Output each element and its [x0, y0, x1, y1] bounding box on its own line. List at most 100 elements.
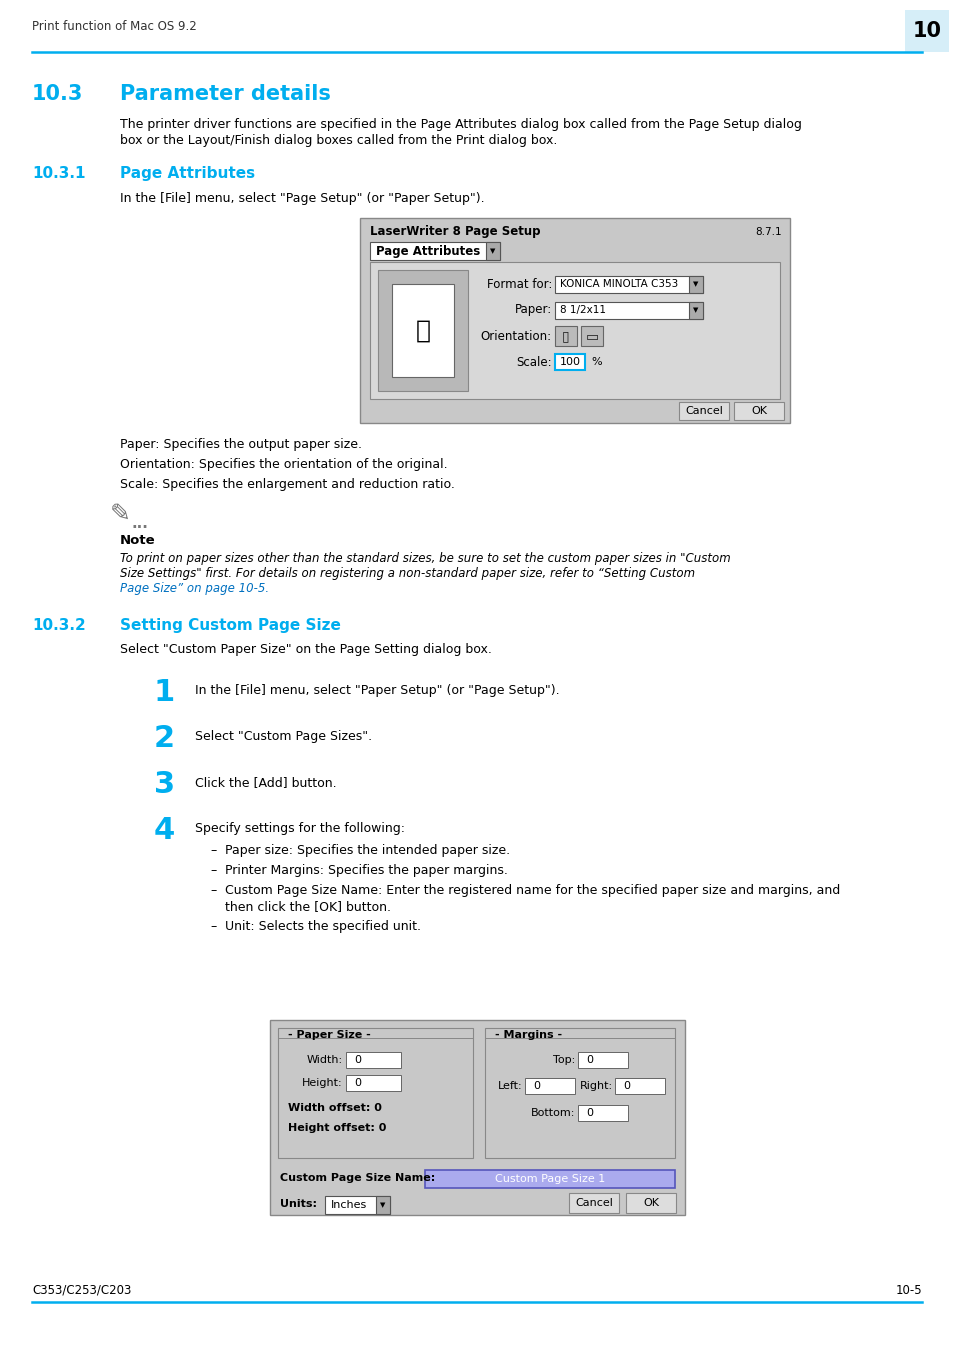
FancyBboxPatch shape	[733, 402, 783, 420]
FancyBboxPatch shape	[904, 9, 948, 53]
FancyBboxPatch shape	[370, 262, 780, 400]
FancyBboxPatch shape	[555, 354, 584, 370]
Text: LaserWriter 8 Page Setup: LaserWriter 8 Page Setup	[370, 225, 540, 239]
Text: 3: 3	[153, 769, 174, 799]
FancyBboxPatch shape	[270, 1021, 684, 1215]
Text: Top:: Top:	[552, 1054, 575, 1065]
Text: box or the Layout/Finish dialog boxes called from the Print dialog box.: box or the Layout/Finish dialog boxes ca…	[120, 134, 557, 147]
Text: then click the [OK] button.: then click the [OK] button.	[225, 900, 391, 913]
FancyBboxPatch shape	[578, 1106, 627, 1120]
Text: 8 1/2x11: 8 1/2x11	[559, 305, 605, 315]
Text: Click the [Add] button.: Click the [Add] button.	[194, 776, 336, 788]
Text: - Paper Size -: - Paper Size -	[288, 1030, 371, 1040]
Text: 0: 0	[622, 1081, 629, 1091]
Text: Custom Page Size Name:: Custom Page Size Name:	[280, 1173, 435, 1183]
Text: Orientation: Specifies the orientation of the original.: Orientation: Specifies the orientation o…	[120, 458, 447, 471]
Text: ✎: ✎	[110, 502, 131, 526]
Text: 0: 0	[354, 1054, 360, 1065]
Text: 10-5: 10-5	[895, 1284, 921, 1296]
Text: Inches: Inches	[331, 1200, 367, 1210]
Text: Scale: Specifies the enlargement and reduction ratio.: Scale: Specifies the enlargement and red…	[120, 478, 455, 491]
Text: Height offset: 0: Height offset: 0	[288, 1123, 386, 1133]
Text: –: –	[210, 864, 216, 878]
Text: Scale:: Scale:	[516, 355, 552, 369]
Text: Width:: Width:	[307, 1054, 343, 1065]
FancyBboxPatch shape	[375, 1196, 390, 1214]
Text: 0: 0	[533, 1081, 539, 1091]
Text: ...: ...	[132, 516, 149, 531]
FancyBboxPatch shape	[555, 302, 702, 319]
FancyBboxPatch shape	[325, 1196, 390, 1214]
Text: Select "Custom Page Sizes".: Select "Custom Page Sizes".	[194, 730, 372, 742]
Text: %: %	[590, 356, 601, 367]
Text: Orientation:: Orientation:	[480, 329, 552, 343]
Text: Custom Page Size Name: Enter the registered name for the specified paper size an: Custom Page Size Name: Enter the registe…	[225, 884, 840, 896]
FancyBboxPatch shape	[688, 302, 702, 319]
Text: C353/C253/C203: C353/C253/C203	[32, 1284, 132, 1296]
Text: Paper:: Paper:	[515, 304, 552, 316]
FancyBboxPatch shape	[484, 1027, 675, 1158]
Text: 100: 100	[558, 356, 579, 367]
Text: OK: OK	[750, 406, 766, 416]
Text: Page Size” on page 10-5.: Page Size” on page 10-5.	[120, 582, 269, 595]
Text: 2: 2	[153, 724, 174, 753]
Text: 0: 0	[585, 1108, 593, 1118]
Text: 10: 10	[911, 22, 941, 40]
Text: Height:: Height:	[302, 1079, 343, 1088]
Text: Parameter details: Parameter details	[120, 84, 331, 104]
Text: OK: OK	[642, 1197, 659, 1208]
FancyBboxPatch shape	[679, 402, 728, 420]
Text: 4: 4	[153, 815, 174, 845]
Text: - Margins -: - Margins -	[495, 1030, 561, 1040]
Text: Format for:: Format for:	[486, 278, 552, 290]
Text: To print on paper sizes other than the standard sizes, be sure to set the custom: To print on paper sizes other than the s…	[120, 552, 730, 566]
Text: Unit: Selects the specified unit.: Unit: Selects the specified unit.	[225, 919, 420, 933]
FancyBboxPatch shape	[555, 325, 577, 346]
Text: 8.7.1: 8.7.1	[755, 227, 781, 238]
Text: ▼: ▼	[490, 248, 496, 254]
Text: Page Attributes: Page Attributes	[375, 244, 479, 258]
Text: 0: 0	[354, 1079, 360, 1088]
FancyBboxPatch shape	[580, 325, 602, 346]
FancyBboxPatch shape	[615, 1079, 664, 1094]
Text: ▭: ▭	[585, 329, 598, 343]
Text: ▯: ▯	[561, 329, 569, 343]
Text: ▼: ▼	[693, 281, 698, 288]
Text: Print function of Mac OS 9.2: Print function of Mac OS 9.2	[32, 20, 196, 34]
FancyBboxPatch shape	[370, 242, 499, 261]
Text: Paper: Specifies the output paper size.: Paper: Specifies the output paper size.	[120, 437, 361, 451]
FancyBboxPatch shape	[346, 1052, 400, 1068]
FancyBboxPatch shape	[424, 1170, 675, 1188]
Text: Units:: Units:	[280, 1199, 316, 1210]
Text: Paper size: Specifies the intended paper size.: Paper size: Specifies the intended paper…	[225, 844, 510, 857]
FancyBboxPatch shape	[578, 1052, 627, 1068]
Text: ▼: ▼	[693, 306, 698, 313]
Text: 10.3.1: 10.3.1	[32, 166, 86, 181]
Text: The printer driver functions are specified in the Page Attributes dialog box cal: The printer driver functions are specifi…	[120, 117, 801, 131]
Text: –: –	[210, 884, 216, 896]
FancyBboxPatch shape	[346, 1075, 400, 1091]
Text: In the [File] menu, select "Paper Setup" (or "Page Setup").: In the [File] menu, select "Paper Setup"…	[194, 684, 559, 697]
FancyBboxPatch shape	[555, 275, 702, 293]
FancyBboxPatch shape	[377, 270, 468, 391]
FancyBboxPatch shape	[485, 242, 499, 261]
Text: In the [File] menu, select "Page Setup" (or "Paper Setup").: In the [File] menu, select "Page Setup" …	[120, 192, 484, 205]
FancyBboxPatch shape	[277, 1027, 473, 1158]
FancyBboxPatch shape	[568, 1193, 618, 1214]
Text: Specify settings for the following:: Specify settings for the following:	[194, 822, 405, 836]
Text: KONICA MINOLTA C353: KONICA MINOLTA C353	[559, 279, 678, 289]
Text: Printer Margins: Specifies the paper margins.: Printer Margins: Specifies the paper mar…	[225, 864, 507, 878]
FancyBboxPatch shape	[524, 1079, 575, 1094]
Text: Custom Page Size 1: Custom Page Size 1	[495, 1174, 604, 1184]
Text: Left:: Left:	[497, 1081, 522, 1091]
Text: Select "Custom Paper Size" on the Page Setting dialog box.: Select "Custom Paper Size" on the Page S…	[120, 643, 492, 656]
Text: Width offset: 0: Width offset: 0	[288, 1103, 381, 1112]
Text: –: –	[210, 919, 216, 933]
Text: Cancel: Cancel	[575, 1197, 612, 1208]
FancyBboxPatch shape	[625, 1193, 676, 1214]
Text: 1: 1	[153, 678, 174, 707]
FancyBboxPatch shape	[688, 275, 702, 293]
Text: Page Attributes: Page Attributes	[120, 166, 254, 181]
Text: 10.3.2: 10.3.2	[32, 618, 86, 633]
Text: –: –	[210, 844, 216, 857]
